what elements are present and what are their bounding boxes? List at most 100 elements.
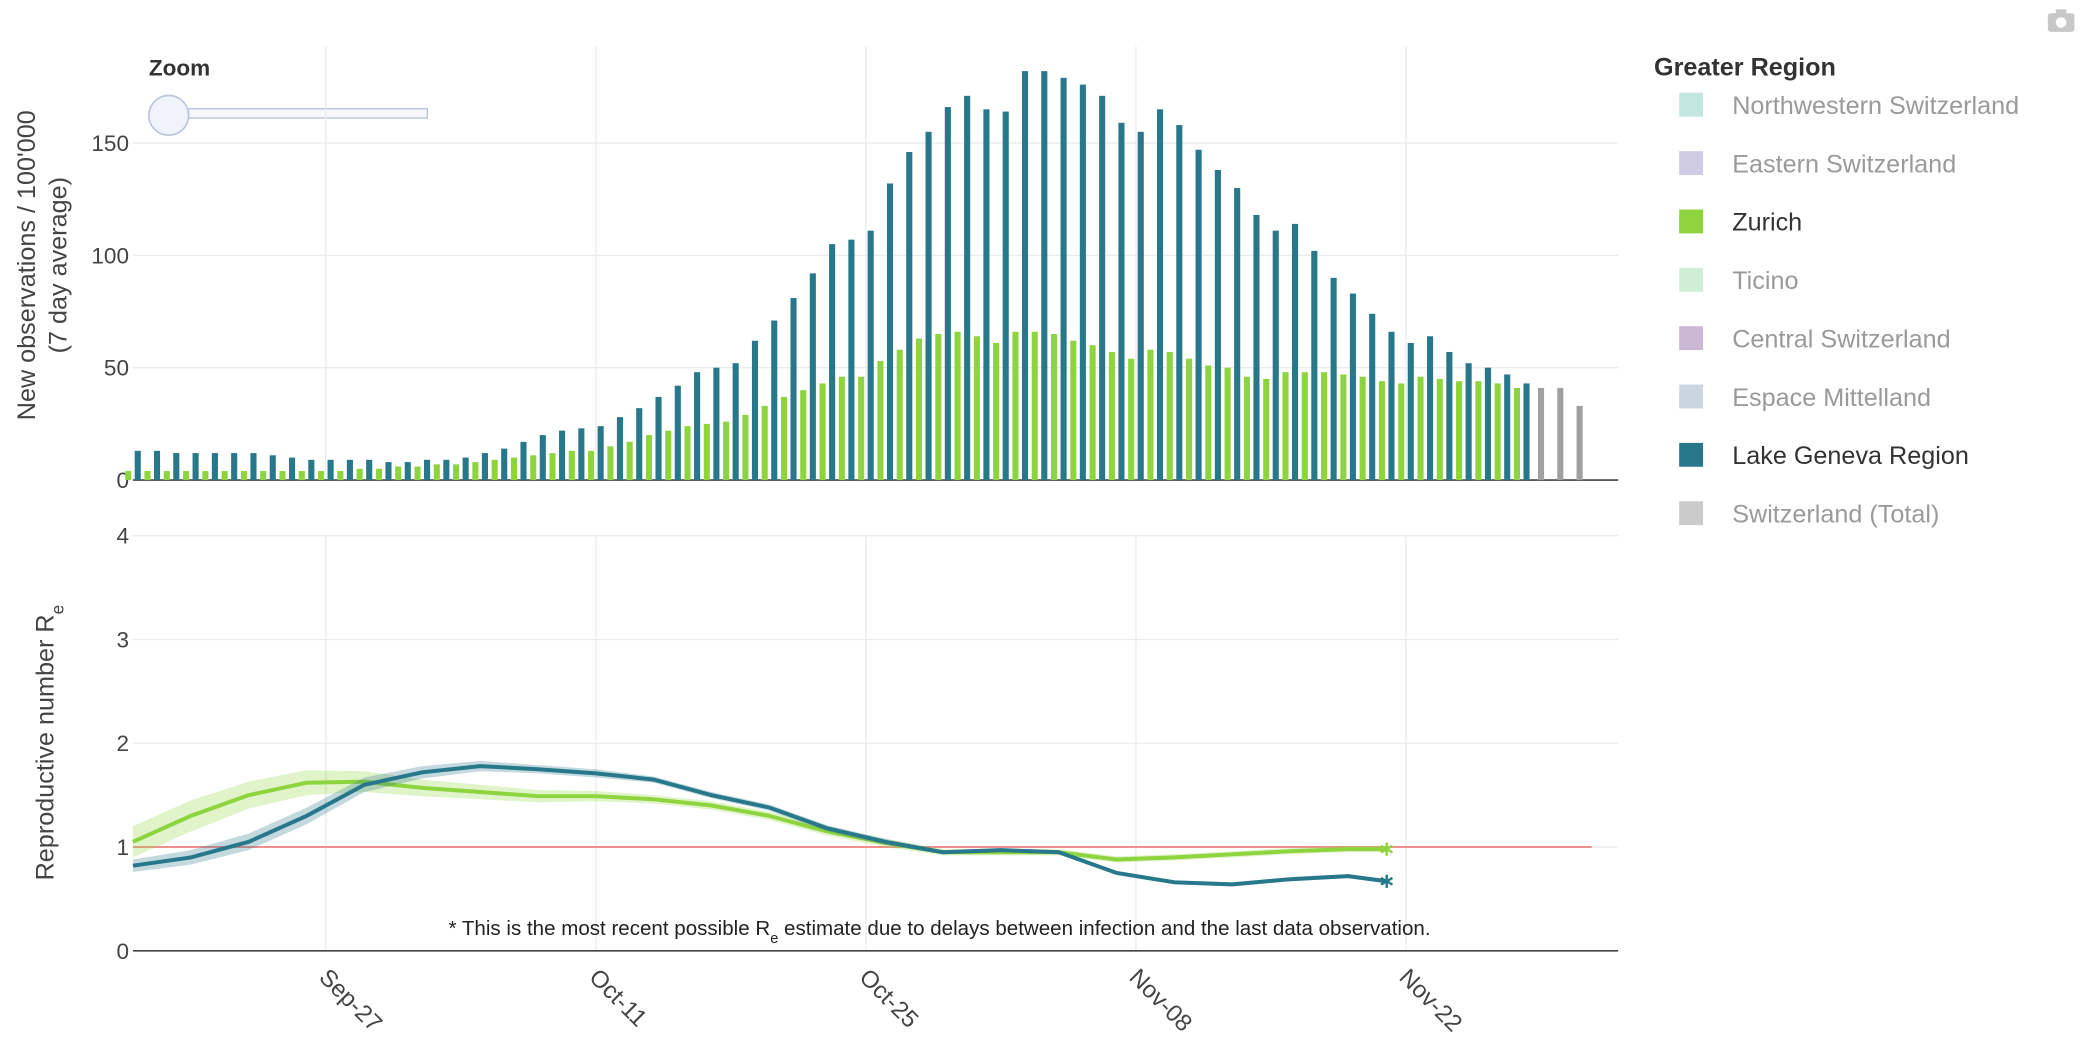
end-marker-stroke	[1380, 876, 1394, 886]
bar	[1427, 336, 1434, 481]
bar	[636, 408, 643, 481]
bar	[1484, 367, 1491, 481]
bar	[1475, 381, 1482, 481]
bar	[1557, 387, 1564, 481]
bar	[539, 435, 546, 481]
y-axis-title-subscript: e	[47, 605, 67, 615]
legend-swatch	[1679, 209, 1704, 234]
end-marker	[1380, 874, 1394, 888]
bar	[318, 471, 325, 481]
legend-label: Central Switzerland	[1732, 325, 1950, 353]
bar	[221, 471, 228, 481]
bar	[800, 390, 807, 481]
zoom-slider[interactable]	[148, 94, 429, 137]
legend-title: Greater Region	[1654, 54, 1836, 82]
end-marker	[1380, 842, 1394, 856]
y-tick-label: 150	[91, 131, 129, 156]
bar	[269, 455, 276, 481]
bar	[1128, 358, 1135, 481]
bar	[366, 459, 373, 481]
bar	[568, 450, 575, 481]
bar	[1321, 372, 1328, 481]
bar	[867, 230, 874, 481]
bar	[163, 471, 170, 481]
bar	[713, 367, 720, 481]
bar	[1523, 383, 1530, 481]
bar	[1436, 378, 1443, 481]
bar	[327, 459, 334, 481]
bar	[288, 457, 296, 481]
bar	[414, 466, 421, 481]
bar	[1330, 277, 1337, 481]
bar	[1446, 351, 1453, 481]
legend-label: Northwestern Switzerland	[1732, 92, 2019, 120]
bar	[472, 462, 479, 481]
x-tick-label: Oct-25	[854, 964, 924, 1034]
bar	[684, 426, 691, 481]
bar	[395, 466, 402, 481]
bar	[1349, 293, 1356, 481]
y-tick-label: 3	[116, 627, 129, 652]
bar	[973, 336, 980, 481]
legend-item[interactable]: Lake Geneva Region	[1679, 442, 1969, 470]
bar	[1359, 376, 1366, 481]
bar	[944, 107, 951, 481]
bar	[1031, 331, 1038, 481]
y-tick-label: 4	[116, 524, 129, 549]
bar	[231, 453, 238, 481]
bar	[510, 457, 518, 481]
bar	[655, 396, 662, 481]
bar	[1070, 340, 1077, 481]
bar	[1398, 383, 1405, 481]
bar	[125, 471, 132, 481]
bar	[1205, 365, 1212, 481]
bar	[1186, 358, 1193, 481]
bar	[694, 372, 701, 481]
bar	[858, 376, 865, 481]
bar	[626, 441, 633, 481]
annotation-text: estimate due to delays between infection…	[778, 917, 1430, 940]
bar	[433, 464, 440, 481]
bar	[559, 430, 566, 481]
legend-swatch	[1679, 442, 1704, 467]
bar	[645, 435, 653, 481]
legend-item[interactable]: Northwestern Switzerland	[1679, 92, 2019, 120]
bar	[1388, 331, 1395, 481]
bar	[1537, 387, 1545, 481]
bar	[1147, 349, 1154, 481]
bar	[337, 471, 344, 481]
legend-item[interactable]: Zurich	[1679, 209, 1802, 237]
bar	[1456, 381, 1463, 481]
bar	[1089, 345, 1096, 481]
bar	[202, 471, 209, 481]
legend-item[interactable]: Ticino	[1679, 267, 1798, 295]
bar	[1378, 381, 1385, 481]
legend-item[interactable]: Switzerland (Total)	[1679, 500, 1939, 528]
camera-icon[interactable]	[2047, 9, 2075, 32]
bar	[732, 363, 739, 481]
y-tick-label: 100	[91, 243, 129, 268]
bar	[1253, 214, 1260, 481]
bar	[1137, 131, 1144, 481]
bar	[1176, 125, 1183, 481]
legend-label: Ticino	[1732, 267, 1798, 295]
bar	[674, 385, 681, 481]
bar	[462, 457, 469, 481]
legend-item[interactable]: Eastern Switzerland	[1679, 150, 1956, 178]
legend-item[interactable]: Espace Mittelland	[1679, 384, 1931, 412]
bar	[501, 448, 508, 481]
bar	[1465, 363, 1472, 481]
line	[132, 764, 1387, 887]
bar	[819, 383, 826, 481]
legend-item[interactable]: Central Switzerland	[1679, 325, 1951, 353]
bar	[1041, 71, 1048, 481]
bar	[173, 453, 180, 481]
bar	[616, 417, 623, 481]
bar	[1214, 169, 1221, 481]
bar	[530, 455, 537, 481]
bar	[424, 459, 431, 481]
bar	[1108, 351, 1115, 481]
bar	[298, 471, 305, 481]
confidence-band	[132, 770, 1387, 863]
bar	[896, 349, 903, 481]
